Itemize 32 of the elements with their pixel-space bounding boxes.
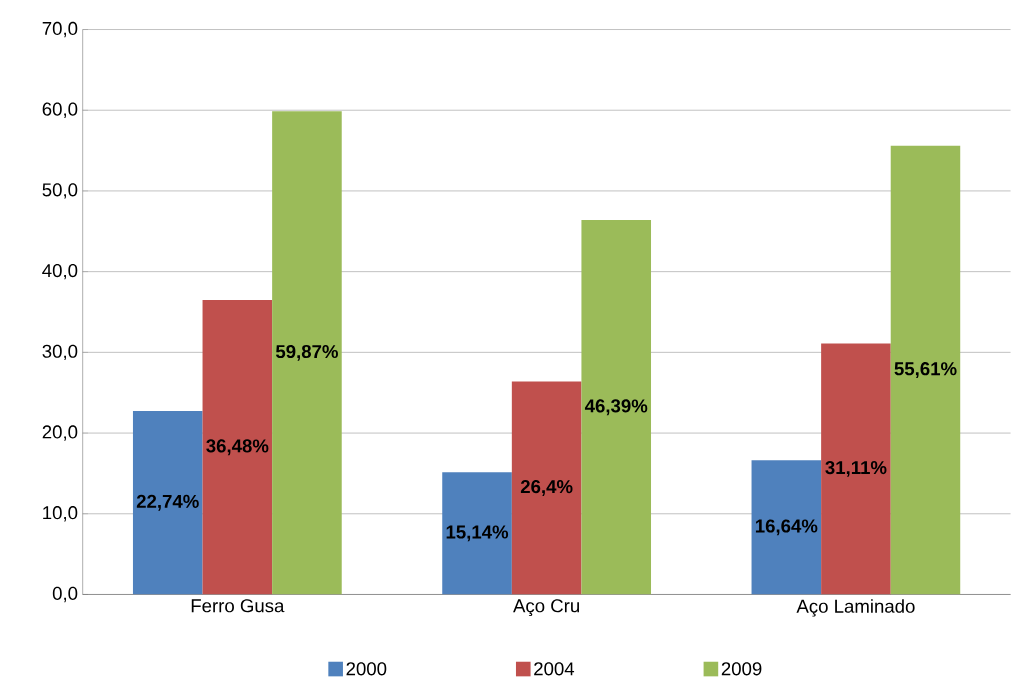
y-tick-label: 40,0 [42,264,78,280]
bar [132,411,203,595]
x-tick-label: Aço Cru [513,599,579,617]
bar [581,220,652,595]
data-label: 26,4% [520,480,573,497]
bar [890,145,961,595]
legend-label: 2009 [721,662,762,676]
legend-label: 2004 [534,662,575,676]
data-label: 46,39% [584,399,648,416]
y-tick-label: 10,0 [43,506,78,522]
legend-label: 2000 [346,662,387,676]
bar [202,300,273,595]
x-tick-label: Aço Laminado [796,599,915,617]
y-tick-label: 0,0 [52,587,78,603]
data-label: 15,14% [446,525,509,542]
data-label: 31,11% [825,461,887,478]
data-label: 16,64% [755,519,818,536]
bar [272,111,342,595]
y-tick-label: 60,0 [42,102,78,119]
bar [511,381,582,595]
data-label: 59,87% [275,345,338,362]
data-label: 36,48% [206,439,269,456]
x-tick-label: Ferro Gusa [191,599,285,613]
data-label: 22,74% [136,495,199,511]
data-label: 55,61% [894,362,957,379]
y-tick-label: 70,0 [42,22,78,38]
bar [751,460,822,595]
bar [442,472,512,595]
y-tick-label: 30,0 [42,344,78,361]
bar [821,343,891,595]
y-tick-label: 50,0 [42,183,78,199]
y-tick-label: 20,0 [42,425,78,441]
